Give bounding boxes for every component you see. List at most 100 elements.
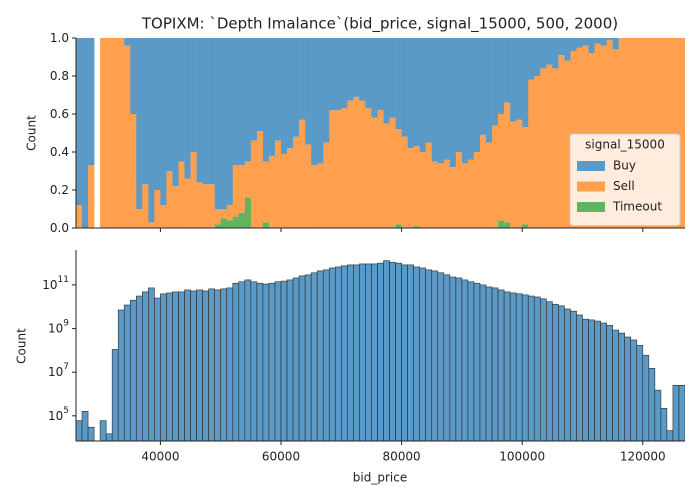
bar — [214, 289, 222, 441]
bar-segment — [262, 161, 270, 223]
bar-segment — [256, 131, 264, 228]
bar-segment — [244, 161, 252, 198]
bar-segment — [106, 38, 113, 228]
bar — [262, 283, 270, 441]
bar-segment — [594, 38, 601, 44]
bar-segment — [510, 121, 517, 228]
bar-segment — [232, 216, 240, 228]
bar — [437, 272, 445, 441]
bar — [280, 280, 288, 441]
bar — [570, 310, 577, 441]
bar — [485, 286, 493, 441]
bar-segment — [256, 38, 264, 132]
bar — [81, 411, 89, 441]
y-tick-base: 10 — [48, 321, 63, 335]
bar — [503, 291, 511, 441]
y-axis-label: Count — [25, 115, 39, 151]
bar-segment — [299, 119, 306, 228]
bar-segment — [262, 222, 270, 228]
bar-segment — [124, 38, 131, 46]
bar — [322, 269, 330, 441]
bar-segment — [214, 224, 222, 228]
bar-segment — [558, 38, 565, 56]
bar-segment — [287, 38, 294, 149]
bar-segment — [395, 38, 402, 130]
bar — [624, 336, 632, 441]
bar-segment — [172, 38, 179, 187]
bar-segment — [666, 38, 674, 228]
bar — [425, 269, 433, 441]
bar-segment — [413, 38, 420, 147]
bar-segment — [172, 186, 179, 228]
bar-segment — [660, 38, 668, 228]
bar-segment — [654, 38, 662, 228]
bar — [515, 293, 523, 441]
bar — [497, 289, 505, 441]
bar-segment — [341, 38, 348, 109]
bar — [310, 272, 318, 441]
bar-segment — [329, 110, 336, 228]
bar — [202, 290, 209, 441]
bar-segment — [564, 38, 571, 61]
bar-segment — [498, 114, 505, 221]
bar — [419, 267, 427, 441]
y-tick-label: 0.0 — [50, 221, 69, 235]
bar-segment — [317, 163, 324, 228]
bar-segment — [148, 38, 155, 223]
y-tick-base: 0.6 — [50, 107, 69, 121]
bar — [606, 325, 613, 441]
bar-segment — [540, 68, 547, 228]
bar — [129, 299, 137, 441]
bar-segment — [268, 155, 276, 228]
bar — [431, 270, 439, 441]
bar-segment — [214, 38, 222, 209]
bar-segment — [606, 38, 613, 40]
y-tick-label: 0.8 — [50, 69, 69, 83]
bar — [99, 420, 107, 441]
bar-segment — [540, 38, 547, 69]
bar-segment — [407, 148, 414, 228]
bar-segment — [347, 38, 354, 101]
bar-segment — [419, 38, 427, 152]
x-axis-label: bid_price — [353, 471, 407, 485]
bar-segment — [395, 129, 402, 225]
bar-segment — [467, 38, 475, 160]
bar — [383, 260, 390, 441]
bar — [220, 288, 228, 441]
bar-segment — [383, 123, 390, 228]
y-tick-label: 0.2 — [50, 183, 69, 197]
bar-segment — [576, 38, 583, 48]
bar-segment — [401, 136, 408, 228]
bar-segment — [365, 38, 372, 109]
bar — [491, 287, 499, 441]
bar — [154, 297, 161, 441]
bar-segment — [196, 182, 203, 228]
bar-segment — [486, 38, 493, 143]
bar-segment — [498, 220, 505, 228]
bar-segment — [208, 38, 215, 185]
bar-segment — [552, 68, 559, 228]
bar-segment — [347, 100, 354, 228]
bar-segment — [467, 159, 475, 228]
bar — [184, 289, 191, 441]
bar — [148, 287, 155, 441]
bar — [105, 433, 113, 441]
bar-segment — [389, 117, 396, 228]
bar-segment — [274, 38, 282, 141]
bar-segment — [371, 117, 378, 228]
bar-segment — [154, 190, 161, 228]
bar-segment — [492, 38, 499, 126]
bar-segment — [142, 38, 149, 185]
bar — [238, 281, 246, 441]
bar — [648, 368, 656, 441]
bar — [521, 294, 529, 441]
bar-segment — [413, 146, 420, 227]
bar — [395, 262, 402, 441]
bar-segment — [401, 38, 408, 137]
bar-segment — [449, 38, 457, 168]
bar-segment — [558, 55, 565, 228]
bar-segment — [642, 38, 650, 228]
bar-segment — [389, 38, 396, 118]
bar-segment — [274, 140, 282, 228]
bar-segment — [504, 222, 511, 228]
